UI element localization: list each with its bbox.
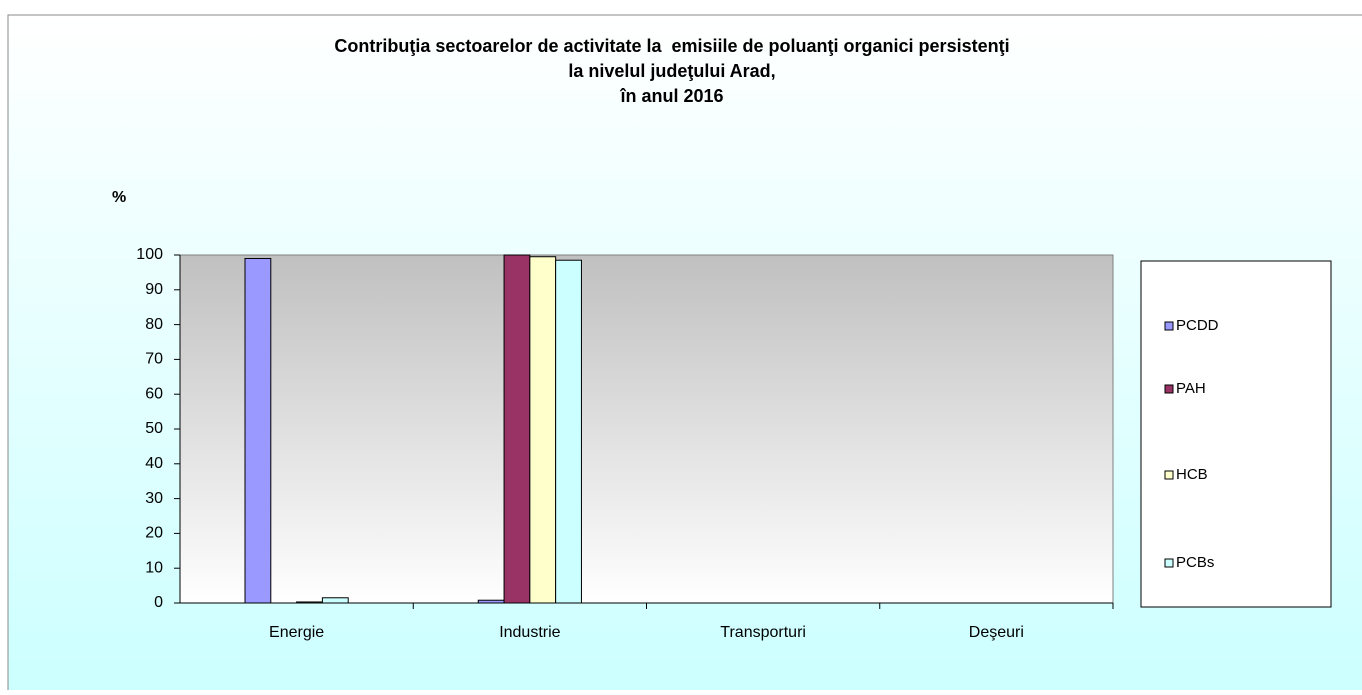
y-tick-label: 50 [145, 420, 163, 437]
legend-swatch [1164, 384, 1174, 394]
y-tick-label: 90 [145, 281, 163, 298]
y-tick-label: 100 [136, 246, 163, 263]
plot-area [179, 254, 1114, 604]
chart-title: în anul 2016 [619, 86, 723, 106]
bar [296, 601, 323, 604]
y-tick-label: 30 [145, 490, 163, 507]
x-tick-label: Energie [269, 624, 324, 641]
bar [503, 254, 531, 604]
legend-label: PCBs [1176, 554, 1214, 571]
bar [555, 259, 582, 604]
x-tick-label: Industrie [499, 624, 560, 641]
legend-swatch [1164, 558, 1174, 568]
legend [1140, 260, 1332, 608]
y-tick-label: 20 [145, 525, 163, 542]
y-axis-label: % [112, 189, 126, 206]
y-tick-label: 70 [145, 351, 163, 368]
x-tick-label: Transporturi [720, 624, 806, 641]
chart-title: Contribuţia sectoarelor de activitate la… [334, 36, 1009, 56]
legend-swatch [1164, 470, 1174, 480]
bar [529, 256, 557, 604]
bar [477, 599, 505, 604]
y-tick-label: 10 [145, 559, 163, 576]
bar [321, 597, 349, 604]
legend-label: HCB [1176, 466, 1208, 483]
y-tick-label: 0 [154, 594, 163, 611]
legend-swatch [1164, 321, 1174, 331]
y-tick-label: 80 [145, 316, 163, 333]
chart-title: la nivelul judeţului Arad, [568, 61, 775, 81]
y-tick-label: 60 [145, 385, 163, 402]
x-tick-label: Deşeuri [969, 624, 1024, 641]
y-tick-label: 40 [145, 455, 163, 472]
legend-label: PAH [1176, 380, 1206, 397]
bar [244, 257, 272, 604]
legend-label: PCDD [1176, 317, 1219, 334]
